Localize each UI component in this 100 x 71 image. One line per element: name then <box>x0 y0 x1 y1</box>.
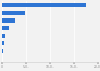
Bar <box>2 18 15 23</box>
Bar <box>2 49 3 53</box>
Bar <box>2 34 5 38</box>
Bar <box>2 11 25 15</box>
Bar <box>2 41 4 46</box>
Bar <box>2 3 86 7</box>
Bar <box>2 26 9 30</box>
